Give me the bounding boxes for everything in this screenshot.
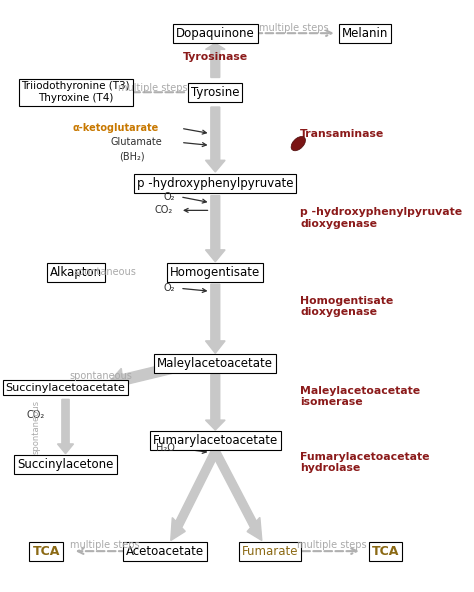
Text: Dopaquinone: Dopaquinone <box>176 27 255 40</box>
Text: multiple steps: multiple steps <box>259 24 329 34</box>
Text: Fumarylacetoacetate: Fumarylacetoacetate <box>153 434 278 447</box>
FancyArrow shape <box>206 43 225 78</box>
FancyArrow shape <box>212 448 262 540</box>
Text: spontaneous: spontaneous <box>73 268 137 278</box>
Text: Succinylacetone: Succinylacetone <box>18 458 114 471</box>
Text: Alkapton: Alkapton <box>50 266 102 279</box>
Text: Maleylacetoacetate: Maleylacetoacetate <box>157 358 273 371</box>
Text: H₂O: H₂O <box>156 443 175 453</box>
FancyArrow shape <box>171 448 218 540</box>
Text: Triiodothyronine (T3)
Thyroxine (T4): Triiodothyronine (T3) Thyroxine (T4) <box>21 82 130 103</box>
Text: Acetoacetate: Acetoacetate <box>126 545 204 558</box>
Text: multiple steps: multiple steps <box>70 540 140 550</box>
Ellipse shape <box>291 137 305 151</box>
FancyArrow shape <box>206 195 225 262</box>
FancyArrow shape <box>57 400 73 453</box>
Text: Homogentisate
dioxygenase: Homogentisate dioxygenase <box>301 296 393 317</box>
Text: Fumarate: Fumarate <box>242 545 298 558</box>
FancyArrow shape <box>206 375 225 430</box>
Text: multiple steps: multiple steps <box>297 540 367 550</box>
Text: Tyrosinase: Tyrosinase <box>183 53 248 62</box>
Text: TCA: TCA <box>32 545 60 558</box>
Text: O₂: O₂ <box>164 192 175 202</box>
Text: α-ketoglutarate: α-ketoglutarate <box>73 123 159 133</box>
Text: CO₂: CO₂ <box>155 205 173 215</box>
Text: Homogentisate: Homogentisate <box>170 266 260 279</box>
Text: Glutamate: Glutamate <box>111 137 163 147</box>
Text: O₂: O₂ <box>164 284 175 293</box>
Text: spontaneous: spontaneous <box>32 400 41 454</box>
Text: multiple steps: multiple steps <box>118 82 187 92</box>
Text: Succinylacetoacetate: Succinylacetoacetate <box>6 382 126 392</box>
FancyArrow shape <box>206 107 225 172</box>
Text: spontaneous: spontaneous <box>69 371 132 381</box>
Text: Fumarylacetoacetate
hydrolase: Fumarylacetoacetate hydrolase <box>301 452 430 474</box>
Text: Maleylacetoacetate
isomerase: Maleylacetoacetate isomerase <box>301 385 420 407</box>
Text: (BH₂): (BH₂) <box>119 151 145 161</box>
Text: p -hydroxyphenylpyruvate: p -hydroxyphenylpyruvate <box>137 177 293 190</box>
Text: TCA: TCA <box>372 545 399 558</box>
Text: Melanin: Melanin <box>342 27 388 40</box>
Text: Transaminase: Transaminase <box>301 128 384 139</box>
FancyArrow shape <box>206 284 225 353</box>
Text: p -hydroxyphenylpyruvate
dioxygenase: p -hydroxyphenylpyruvate dioxygenase <box>301 207 463 229</box>
Text: Tyrosine: Tyrosine <box>191 86 239 99</box>
Text: CO₂: CO₂ <box>26 410 44 420</box>
FancyArrow shape <box>108 359 190 391</box>
